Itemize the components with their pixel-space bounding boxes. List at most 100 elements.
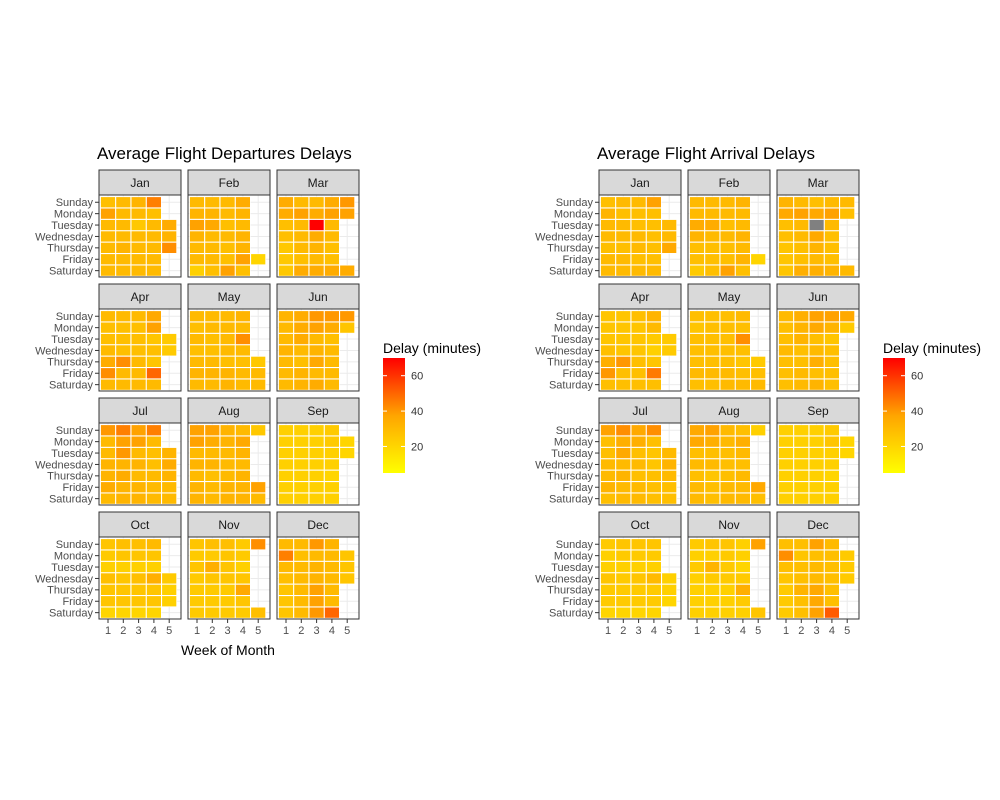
heat-tile [719, 561, 736, 573]
heat-tile [615, 242, 632, 254]
heat-tile [778, 310, 794, 322]
heat-tile [808, 435, 825, 448]
heat-tile [600, 606, 616, 619]
heat-tile [146, 470, 162, 482]
y-tick-label: Wednesday [535, 459, 593, 471]
heat-tile [689, 242, 705, 254]
heat-tile [324, 321, 340, 334]
heat-tile [115, 230, 132, 243]
heat-tile [778, 561, 794, 573]
heat-tile [278, 561, 294, 573]
heat-tile [600, 321, 616, 334]
heat-tile [146, 424, 162, 436]
x-tick-label: 2 [120, 625, 126, 637]
x-tick-label: 5 [755, 625, 761, 637]
heat-tile [324, 458, 340, 471]
heat-tile [324, 264, 340, 277]
heat-tile [146, 242, 162, 254]
heat-tile [100, 264, 116, 277]
heat-tile [793, 242, 810, 254]
facet-label: Mar [308, 176, 329, 190]
heat-tile [689, 435, 705, 448]
heat-tile [250, 367, 266, 379]
heat-tile [719, 207, 736, 220]
x-tick-label: 5 [166, 625, 172, 637]
heat-tile [100, 549, 116, 562]
heat-tile [630, 321, 647, 334]
heat-tile [793, 470, 810, 482]
heat-tile [293, 310, 309, 322]
heat-tile [630, 549, 647, 562]
heat-tile [278, 435, 294, 448]
x-tick-label: 2 [709, 625, 715, 637]
heat-tile [308, 264, 325, 277]
heat-tile [189, 310, 205, 322]
heat-tile [146, 253, 162, 266]
heat-tile [235, 378, 251, 391]
x-tick-label: 3 [136, 625, 142, 637]
x-tick-label: 1 [194, 625, 200, 637]
heat-tile [689, 219, 705, 231]
heat-tile [146, 492, 162, 505]
chart-title: Average Flight Departures Delays [97, 144, 352, 163]
heat-tile [824, 424, 840, 436]
facet-label: Feb [719, 176, 740, 190]
heat-tile [735, 356, 751, 368]
facet-mar: Mar [776, 169, 860, 278]
x-tick-label: 2 [298, 625, 304, 637]
heat-tile [278, 470, 294, 482]
heat-tile [293, 207, 309, 220]
heat-tile [630, 310, 647, 322]
heat-tile [704, 333, 721, 345]
heat-tile [824, 492, 840, 505]
facet-apr: Apr [598, 283, 682, 392]
heat-tile [189, 572, 205, 585]
y-tick-label: Friday [562, 368, 593, 380]
heat-tile [646, 470, 662, 482]
heat-tile [161, 492, 177, 505]
heat-tile [161, 572, 177, 585]
heat-tile [630, 538, 647, 550]
heat-tile [146, 595, 162, 607]
facet-strip [276, 511, 360, 538]
heat-tile [324, 492, 340, 505]
x-tick-label: 5 [344, 625, 350, 637]
heat-tile [219, 458, 236, 471]
y-tick-label: Thursday [47, 471, 93, 483]
heat-tile [146, 447, 162, 459]
facet-label: Jan [130, 176, 149, 190]
heat-tile [793, 538, 810, 550]
facet-strip [98, 283, 182, 310]
heat-tile [793, 310, 810, 322]
heat-tile [219, 538, 236, 550]
heat-tile [719, 584, 736, 596]
heat-tile [235, 470, 251, 482]
heat-tile [719, 470, 736, 482]
heat-tile [646, 538, 662, 550]
heat-tile [778, 458, 794, 471]
y-tick-label: Thursday [547, 585, 593, 597]
heat-tile [808, 538, 825, 550]
heat-tile [735, 481, 751, 493]
heat-tile [115, 219, 132, 231]
heat-tile [735, 606, 751, 619]
heat-tile [808, 458, 825, 471]
heat-tile [704, 196, 721, 209]
y-tick-label: Saturday [549, 265, 594, 277]
y-tick-label: Friday [62, 368, 93, 380]
heat-tile [278, 538, 294, 550]
heat-tile [704, 549, 721, 562]
heat-tile [278, 606, 294, 619]
heat-tile [615, 584, 632, 596]
heat-tile [146, 561, 162, 573]
heat-tile [293, 344, 309, 357]
heat-tile [600, 470, 616, 482]
heat-tile [278, 584, 294, 596]
heat-tile [189, 447, 205, 459]
heat-tile [661, 344, 677, 357]
heat-tile [100, 207, 116, 220]
heat-tile [808, 561, 825, 573]
heat-tile [308, 242, 325, 254]
heat-tile [219, 196, 236, 209]
heat-tile [808, 367, 825, 379]
